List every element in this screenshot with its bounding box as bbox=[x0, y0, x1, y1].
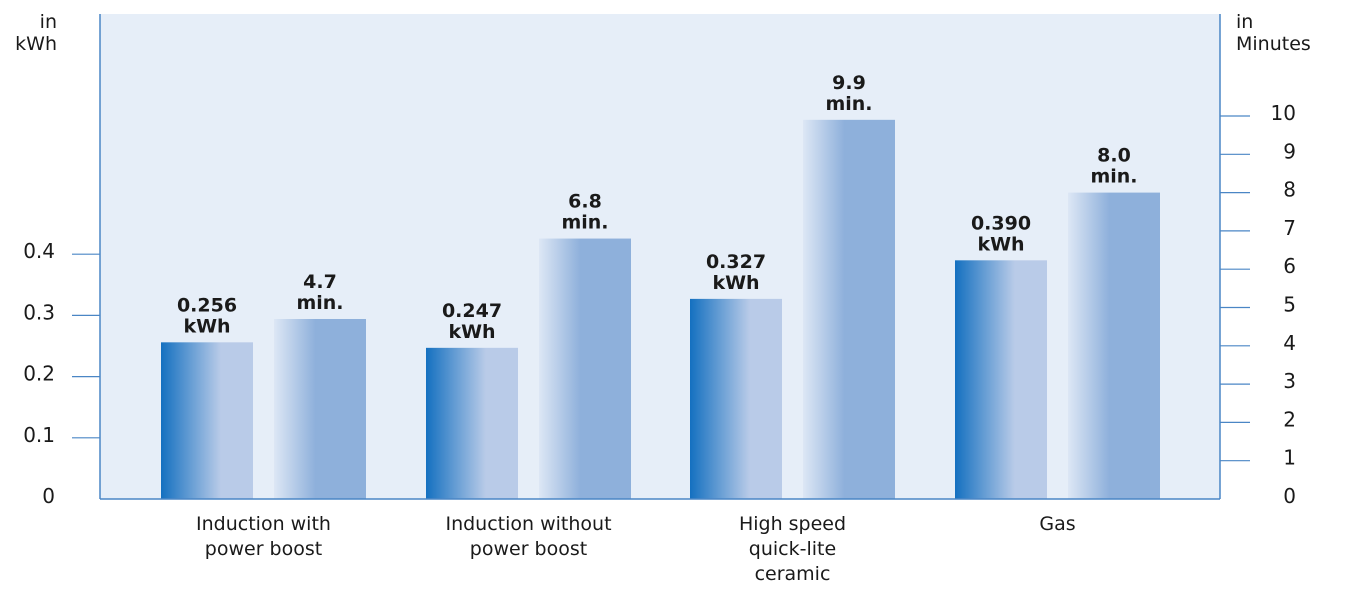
category-label-4-line-1: Gas bbox=[1039, 513, 1075, 535]
right-tick-label-7: 7 bbox=[1283, 216, 1296, 240]
minutes-value-label-3-line-1: 9.9 bbox=[832, 72, 866, 94]
right-tick-label-0: 0 bbox=[1283, 484, 1296, 508]
right-tick-label-2: 2 bbox=[1283, 407, 1296, 431]
kwh-value-label-3-line-2: kWh bbox=[712, 272, 759, 294]
category-label-3-line-1: High speed bbox=[739, 513, 846, 535]
category-label-3-line-3: ceramic bbox=[755, 563, 831, 585]
right-axis-unit-line-2: Minutes bbox=[1236, 33, 1311, 55]
right-tick-label-8: 8 bbox=[1283, 178, 1296, 202]
bar-minutes-3 bbox=[803, 119, 895, 499]
left-tick-label-0: 0 bbox=[42, 484, 55, 508]
plot-background bbox=[100, 14, 1220, 499]
kwh-value-label-2-line-1: 0.247 bbox=[442, 300, 502, 322]
category-label-1-line-1: Induction with bbox=[196, 513, 331, 535]
kwh-value-label-1-line-2: kWh bbox=[183, 315, 230, 337]
left-tick-label-3: 0.3 bbox=[23, 300, 55, 324]
minutes-value-label-2-line-2: min. bbox=[561, 212, 608, 234]
left-tick-label-4: 0.4 bbox=[23, 239, 55, 263]
category-label-2-line-2: power boost bbox=[470, 538, 587, 560]
right-tick-label-6: 6 bbox=[1283, 254, 1296, 278]
right-tick-label-5: 5 bbox=[1283, 293, 1296, 317]
bar-kwh-3 bbox=[690, 298, 782, 499]
right-tick-label-10: 10 bbox=[1271, 101, 1296, 125]
bar-kwh-4 bbox=[955, 260, 1047, 499]
kwh-value-label-2-line-2: kWh bbox=[448, 321, 495, 343]
right-tick-label-4: 4 bbox=[1283, 331, 1296, 355]
kwh-value-label-3-line-1: 0.327 bbox=[706, 251, 766, 273]
kwh-value-label-4-line-1: 0.390 bbox=[971, 212, 1031, 234]
left-tick-label-1: 0.1 bbox=[23, 423, 55, 447]
minutes-value-label-1-line-1: 4.7 bbox=[303, 271, 337, 293]
minutes-value-label-3-line-2: min. bbox=[825, 93, 872, 115]
left-axis-unit-line-2: kWh bbox=[15, 33, 57, 55]
right-tick-label-3: 3 bbox=[1283, 369, 1296, 393]
bar-kwh-2 bbox=[426, 347, 518, 499]
minutes-value-label-4-line-1: 8.0 bbox=[1097, 145, 1131, 167]
minutes-value-label-2-line-1: 6.8 bbox=[568, 191, 602, 213]
kwh-value-label-1-line-1: 0.256 bbox=[177, 294, 237, 316]
left-tick-label-2: 0.2 bbox=[23, 362, 55, 386]
bar-minutes-2 bbox=[539, 238, 631, 499]
minutes-value-label-4-line-2: min. bbox=[1090, 166, 1137, 188]
bar-minutes-1 bbox=[274, 318, 366, 499]
right-axis-unit-line-1: in bbox=[1236, 11, 1253, 33]
right-tick-label-9: 9 bbox=[1283, 139, 1296, 163]
right-tick-label-1: 1 bbox=[1283, 446, 1296, 470]
left-axis-unit-line-1: in bbox=[40, 11, 57, 33]
category-label-2-line-1: Induction without bbox=[445, 513, 611, 535]
category-label-1-line-2: power boost bbox=[205, 538, 322, 560]
minutes-value-label-1-line-2: min. bbox=[296, 292, 343, 314]
category-label-3-line-2: quick-lite bbox=[749, 538, 836, 560]
bar-minutes-4 bbox=[1068, 192, 1160, 499]
bar-kwh-1 bbox=[161, 342, 253, 499]
kwh-value-label-4-line-2: kWh bbox=[977, 233, 1024, 255]
